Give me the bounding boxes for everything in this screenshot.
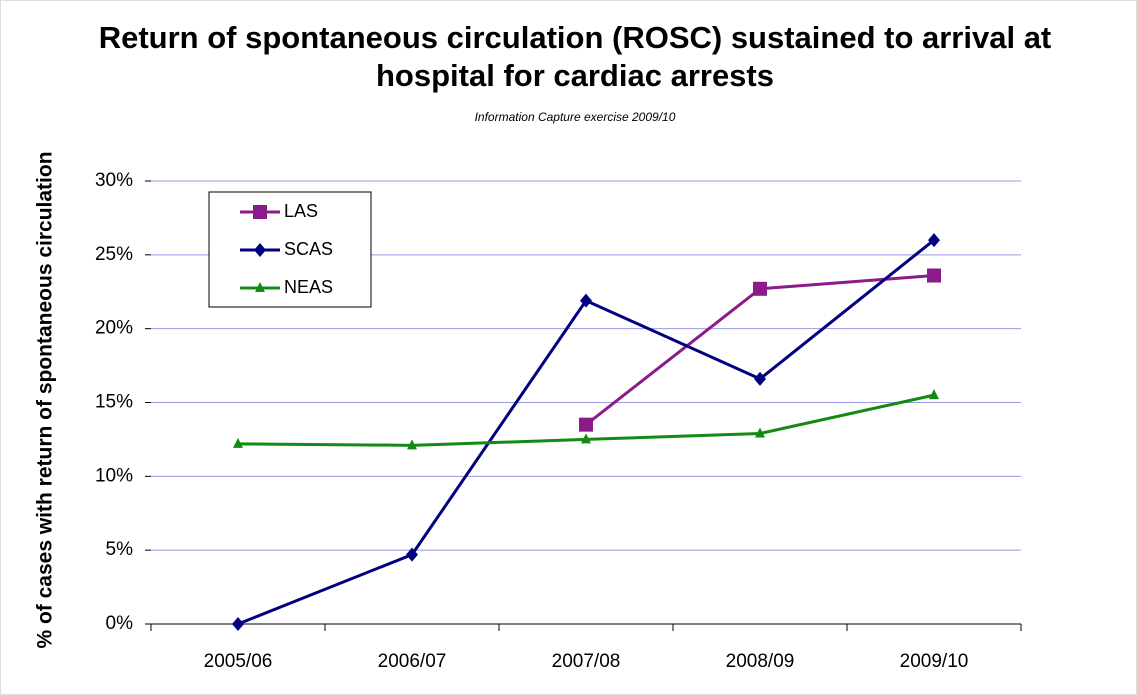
- marker: [929, 389, 939, 400]
- marker: [253, 205, 267, 219]
- chart-title: hospital for cardiac arrests: [376, 58, 774, 93]
- x-tick-label: 2005/06: [204, 651, 273, 672]
- x-tick-label: 2007/08: [552, 651, 621, 672]
- y-tick-label: 20%: [95, 318, 133, 339]
- marker: [753, 281, 767, 296]
- marker: [232, 617, 244, 631]
- chart-title: Return of spontaneous circulation (ROSC)…: [99, 20, 1052, 55]
- marker: [580, 293, 592, 308]
- marker: [579, 417, 593, 432]
- y-tick-label: 10%: [95, 465, 133, 486]
- marker: [927, 268, 941, 283]
- y-tick-label: 0%: [106, 613, 134, 634]
- x-tick-label: 2009/10: [900, 651, 969, 672]
- marker: [754, 371, 766, 386]
- y-tick-label: 5%: [106, 539, 134, 560]
- legend-label: SCAS: [284, 239, 333, 259]
- marker: [755, 427, 765, 438]
- marker: [406, 547, 418, 562]
- x-tick-label: 2006/07: [378, 651, 447, 672]
- legend-label: NEAS: [284, 277, 333, 297]
- marker: [255, 282, 265, 292]
- x-tick-label: 2008/09: [726, 651, 795, 672]
- y-tick-label: 30%: [95, 170, 133, 191]
- marker: [581, 433, 591, 444]
- marker: [407, 439, 417, 450]
- chart-subtitle: Information Capture exercise 2009/10: [475, 110, 676, 124]
- legend-box: [208, 191, 372, 308]
- y-axis-label: % of cases with return of spontaneous ci…: [34, 151, 57, 648]
- y-tick-label: 15%: [95, 392, 133, 413]
- marker: [233, 437, 243, 448]
- marker: [928, 233, 940, 248]
- marker: [254, 243, 266, 257]
- legend-label: LAS: [284, 201, 318, 221]
- y-tick-label: 25%: [95, 244, 133, 265]
